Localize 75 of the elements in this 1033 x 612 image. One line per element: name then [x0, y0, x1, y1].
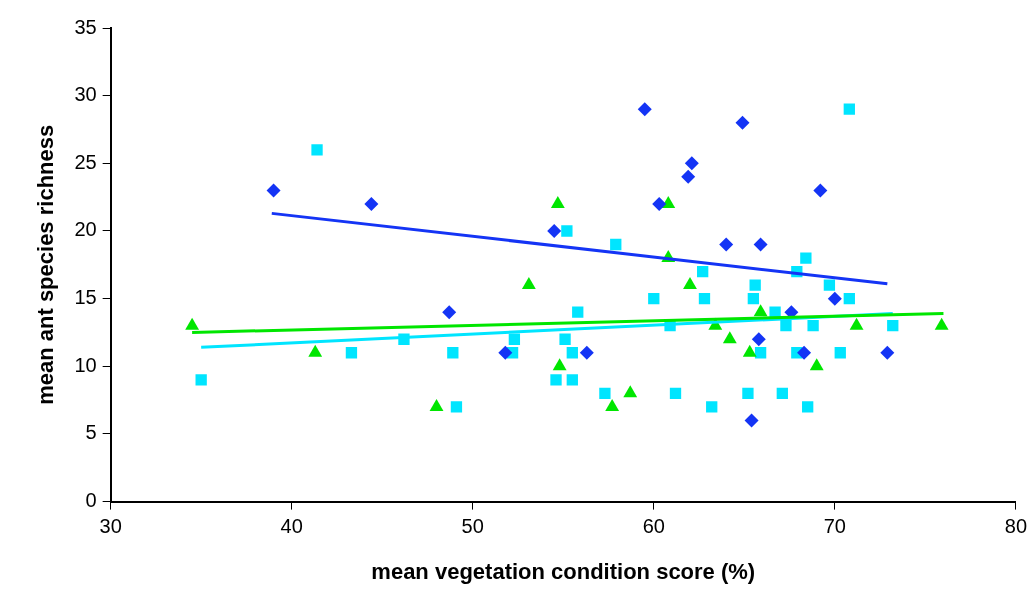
point — [780, 320, 792, 332]
point — [742, 387, 754, 400]
point — [637, 102, 652, 117]
point — [843, 103, 855, 115]
point — [345, 347, 358, 359]
point — [450, 401, 463, 413]
point — [697, 265, 709, 278]
point — [623, 385, 638, 398]
point — [834, 347, 846, 359]
point — [753, 304, 768, 317]
point — [802, 401, 814, 413]
point — [547, 223, 562, 238]
point — [735, 115, 750, 130]
point — [195, 374, 207, 386]
point — [813, 183, 828, 198]
y-tick-label: 5 — [85, 421, 97, 444]
point — [843, 292, 855, 305]
point — [722, 331, 737, 344]
point — [827, 291, 842, 306]
point — [447, 347, 459, 359]
point — [579, 345, 594, 360]
point — [364, 196, 379, 211]
y-tick-label: 35 — [74, 15, 97, 38]
point — [706, 401, 718, 413]
x-tick-label: 70 — [823, 515, 846, 538]
point — [559, 333, 571, 345]
point — [610, 238, 622, 251]
point — [749, 279, 761, 291]
point — [744, 413, 759, 428]
point — [698, 292, 711, 305]
point — [684, 156, 699, 171]
y-tick-label: 15 — [74, 286, 97, 309]
point — [561, 225, 573, 237]
point — [652, 196, 667, 211]
point — [809, 358, 824, 371]
point — [572, 306, 584, 318]
point — [550, 374, 562, 386]
point — [498, 345, 513, 360]
point — [753, 237, 768, 252]
point — [797, 345, 812, 360]
point — [311, 144, 323, 156]
point — [648, 292, 660, 305]
point — [521, 277, 536, 290]
point — [552, 358, 567, 371]
point — [508, 333, 521, 345]
y-tick-label: 10 — [74, 353, 97, 376]
point — [683, 277, 697, 290]
y-axis-title: mean ant species richness — [33, 124, 59, 405]
y-tick-label: 25 — [74, 150, 97, 173]
point — [754, 347, 767, 359]
x-axis-title: mean vegetation condition score (%) — [371, 558, 756, 584]
point — [266, 183, 281, 198]
point — [669, 387, 682, 400]
point — [751, 332, 766, 347]
point — [747, 292, 760, 305]
point — [442, 305, 457, 320]
y-tick-label: 0 — [85, 489, 97, 512]
x-tick-label: 80 — [1004, 515, 1027, 538]
point — [566, 347, 578, 359]
point — [880, 345, 895, 360]
point — [681, 169, 696, 184]
point — [887, 320, 899, 332]
x-tick-label: 60 — [642, 515, 665, 538]
point — [719, 237, 734, 252]
x-tick-label: 30 — [99, 515, 122, 538]
point — [800, 252, 812, 264]
point — [807, 320, 819, 332]
y-tick-label: 20 — [74, 218, 97, 241]
y-tick-label: 30 — [74, 83, 97, 106]
x-tick-label: 50 — [461, 515, 484, 538]
point — [566, 374, 578, 386]
x-tick-label: 40 — [280, 515, 303, 538]
point — [776, 387, 788, 400]
point — [599, 387, 611, 400]
point — [823, 279, 836, 291]
